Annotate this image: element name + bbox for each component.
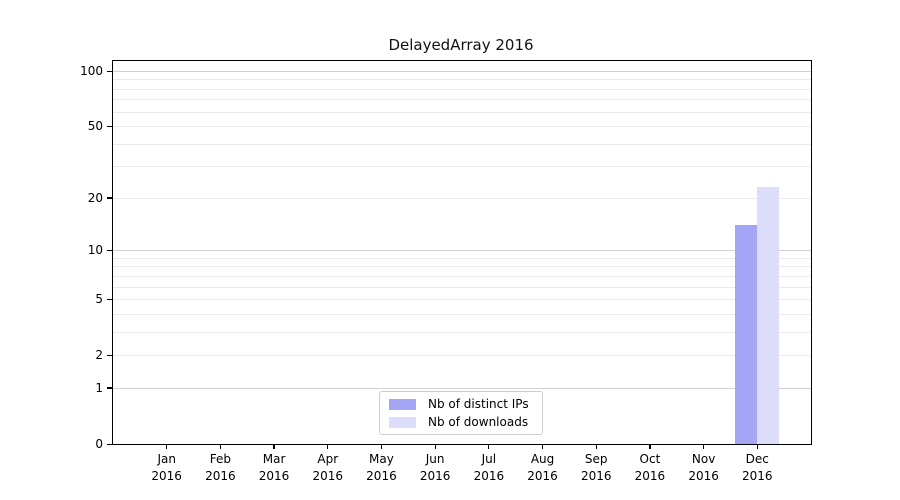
y-tick-label: 100 — [80, 64, 103, 78]
y-tick-label: 20 — [87, 190, 103, 205]
y-tick-label: 5 — [95, 292, 103, 307]
x-axis-tick — [703, 444, 705, 449]
major-gridline — [113, 250, 811, 252]
minor-gridline — [113, 286, 811, 288]
y-tick-label: 10 — [87, 243, 103, 258]
bar-distinct-ips — [735, 225, 758, 444]
x-tick-label: Dec 2016 — [725, 451, 789, 485]
x-tick-month: Feb — [209, 452, 231, 466]
x-tick-year: 2016 — [473, 469, 505, 483]
x-tick-year: 2016 — [205, 469, 236, 483]
chart-title: DelayedArray 2016 — [388, 36, 534, 54]
x-tick-month: Apr — [317, 452, 339, 466]
x-tick-year: 2016 — [312, 469, 344, 483]
x-tick-label: Jan 2016 — [135, 451, 199, 485]
legend-swatch — [389, 416, 416, 428]
x-tick-year: 2016 — [419, 469, 451, 483]
minor-gridline — [113, 257, 811, 259]
x-tick-year: 2016 — [151, 469, 182, 483]
legend-item: Nb of downloads — [380, 415, 542, 429]
x-axis-tick — [434, 444, 436, 449]
major-gridline — [113, 71, 811, 72]
minor-gridline — [113, 355, 811, 357]
y-tick-label: 50 — [87, 119, 103, 134]
x-axis-tick — [327, 444, 329, 449]
minor-gridline — [113, 313, 811, 315]
x-tick-label: Nov 2016 — [672, 451, 736, 485]
x-tick-month: Aug — [530, 452, 555, 466]
y-axis-tick — [107, 298, 112, 300]
y-axis-tick — [107, 387, 112, 389]
y-axis-tick — [107, 197, 112, 199]
x-tick-month: Jun — [425, 452, 445, 466]
x-tick-label: Aug 2016 — [511, 451, 575, 485]
minor-gridline — [113, 331, 811, 333]
y-tick-label: 0 — [95, 437, 103, 451]
plot-area: 0 1 2 5 10 20 50 100 Jan 2016 Feb 2016 Mar 2016 Apr 201… — [80, 60, 812, 483]
x-tick-month: Nov — [691, 452, 716, 466]
minor-gridline — [113, 266, 811, 268]
minor-gridline — [113, 143, 811, 145]
major-gridline — [113, 387, 811, 389]
x-axis-tick — [595, 444, 597, 449]
x-tick-month: May — [369, 452, 394, 466]
x-tick-label: Oct 2016 — [618, 451, 682, 485]
minor-gridline — [113, 197, 811, 199]
minor-gridline — [113, 79, 811, 81]
x-tick-year: 2016 — [634, 469, 666, 483]
x-tick-month: Dec — [745, 452, 769, 466]
x-tick-label: Jul 2016 — [457, 451, 521, 485]
x-tick-label: Feb 2016 — [188, 451, 252, 485]
x-axis-tick — [541, 444, 544, 449]
x-axis-tick — [166, 444, 168, 449]
x-tick-month: Mar — [262, 452, 286, 466]
x-tick-month: Sep — [584, 452, 608, 466]
x-tick-label: Jun 2016 — [403, 451, 467, 485]
minor-gridline — [113, 126, 811, 128]
x-axis-tick — [273, 444, 275, 449]
x-tick-month: Oct — [639, 452, 661, 466]
x-tick-year: 2016 — [688, 469, 719, 483]
x-axis-tick — [380, 444, 383, 449]
y-tick-label: 2 — [95, 348, 103, 363]
minor-gridline — [113, 99, 811, 101]
y-axis-tick — [107, 249, 112, 251]
minor-gridline — [113, 275, 811, 277]
y-axis-tick — [107, 354, 112, 356]
y-tick-label: 1 — [95, 380, 103, 395]
legend-label: Nb of distinct IPs — [428, 397, 529, 411]
x-tick-year: 2016 — [366, 469, 397, 483]
x-tick-label: Apr 2016 — [296, 451, 360, 485]
x-tick-year: 2016 — [258, 469, 290, 483]
x-axis-tick — [756, 444, 758, 449]
x-tick-year: 2016 — [742, 469, 773, 483]
y-axis-tick — [107, 125, 112, 127]
legend-swatch — [389, 398, 416, 410]
minor-gridline — [113, 88, 811, 90]
minor-gridline — [113, 166, 811, 168]
minor-gridline — [113, 111, 811, 113]
x-axis-tick — [488, 444, 490, 449]
y-axis-tick — [107, 443, 112, 445]
x-tick-label: May 2016 — [349, 451, 413, 485]
minor-gridline — [113, 299, 811, 301]
legend-item: Nb of distinct IPs — [380, 397, 542, 411]
x-tick-year: 2016 — [580, 469, 612, 483]
legend: Nb of distinct IPs Nb of downloads — [379, 391, 543, 435]
legend-label: Nb of downloads — [428, 415, 529, 429]
x-tick-year: 2016 — [527, 469, 558, 483]
x-tick-month: Jul — [481, 452, 497, 466]
bar-downloads — [757, 187, 780, 444]
x-tick-label: Mar 2016 — [242, 451, 306, 485]
x-tick-label: Sep 2016 — [564, 451, 628, 485]
x-axis-tick — [649, 444, 651, 449]
x-tick-month: Jan — [157, 452, 176, 466]
y-axis-tick — [107, 70, 112, 72]
x-axis-tick — [219, 444, 221, 449]
